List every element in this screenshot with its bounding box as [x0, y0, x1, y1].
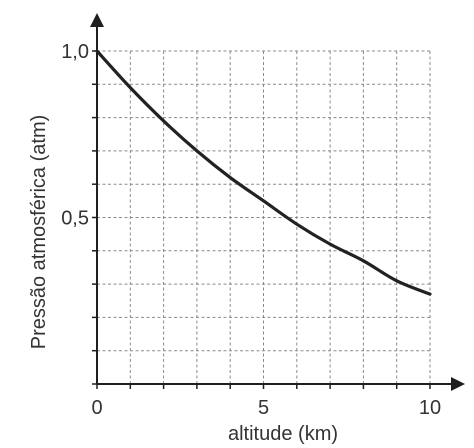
- grid-lines: [97, 50, 431, 384]
- x-axis-label: altitude (km): [228, 423, 338, 445]
- x-tick-labels: 0 5 10: [91, 397, 441, 419]
- y-tick-label: 0,5: [61, 208, 89, 230]
- pressure-curve: [95, 49, 432, 296]
- x-tick-label: 5: [258, 397, 269, 419]
- x-tick-label: 10: [419, 397, 441, 419]
- y-axis-label: Pressão atmosférica (atm): [28, 115, 50, 350]
- y-tick-label: 1,0: [61, 41, 89, 63]
- y-tick-labels: 0,5 1,0: [61, 41, 89, 230]
- x-tick-label: 0: [91, 397, 102, 419]
